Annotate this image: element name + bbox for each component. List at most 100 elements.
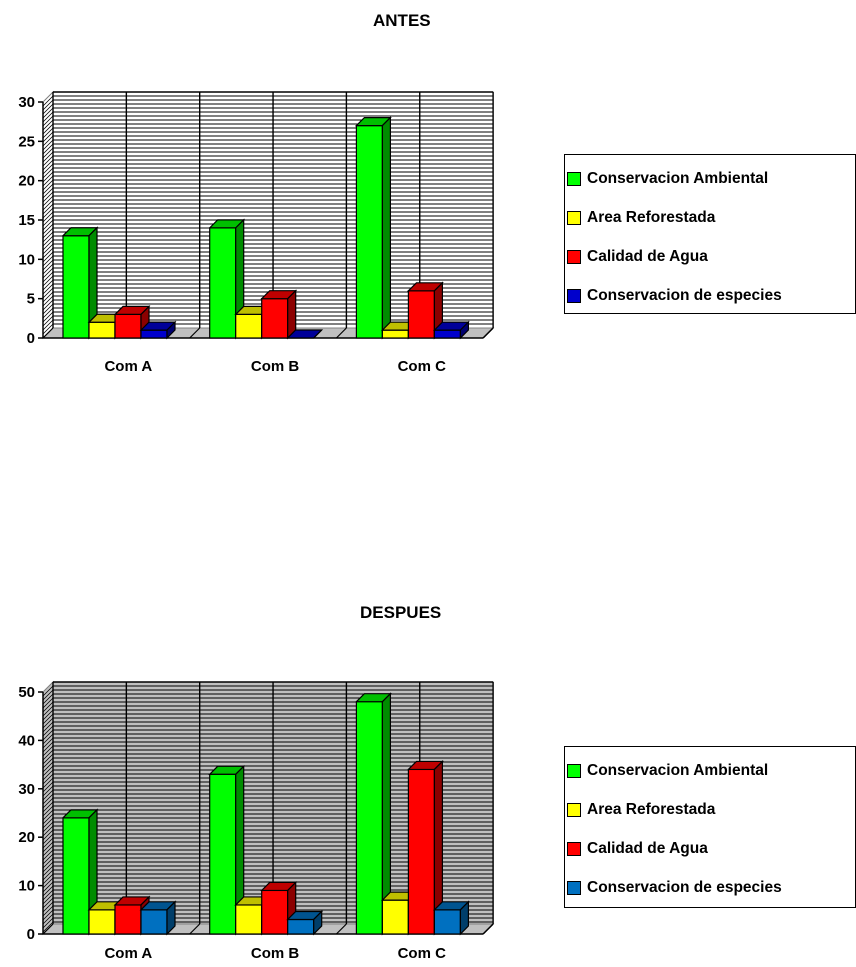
y-tick-label: 20 bbox=[18, 829, 35, 846]
side-stripe bbox=[42, 837, 54, 849]
side-stripe bbox=[42, 131, 54, 143]
side-stripe bbox=[42, 163, 54, 175]
side-stripe bbox=[42, 307, 54, 319]
bar-front bbox=[88, 321, 116, 339]
y-tick-label: 0 bbox=[27, 330, 35, 347]
side-stripe bbox=[42, 95, 54, 107]
y-tick-label: 30 bbox=[18, 94, 35, 111]
legend-despues: Conservacion Ambiental Area Reforestada Ca… bbox=[564, 746, 856, 908]
side-stripe bbox=[42, 171, 54, 183]
side-stripe bbox=[42, 725, 54, 737]
side-stripe bbox=[42, 865, 54, 877]
side-stripe bbox=[42, 183, 54, 195]
side-stripe bbox=[42, 797, 54, 809]
side-stripe bbox=[42, 279, 54, 291]
side-stripe bbox=[42, 223, 54, 235]
bar-front bbox=[433, 329, 461, 339]
side-stripe bbox=[42, 821, 54, 833]
side-stripe bbox=[42, 247, 54, 259]
side-stripe bbox=[42, 753, 54, 765]
side-stripe bbox=[42, 299, 54, 311]
side-stripe bbox=[42, 701, 54, 713]
legend-label: Conservacion Ambiental bbox=[587, 169, 769, 187]
side-stripe bbox=[42, 267, 54, 279]
legend-entry: Area Reforestada bbox=[567, 790, 855, 829]
side-stripe bbox=[42, 849, 54, 861]
side-stripe bbox=[42, 311, 54, 323]
legend-label: Calidad de Agua bbox=[587, 247, 708, 265]
side-stripe bbox=[42, 893, 54, 905]
legend-swatch bbox=[567, 249, 581, 264]
side-stripe bbox=[42, 287, 54, 299]
side-stripe bbox=[42, 323, 54, 335]
side-stripe bbox=[42, 251, 54, 263]
bar-front bbox=[355, 124, 383, 339]
side-stripe bbox=[42, 175, 54, 187]
category-divider bbox=[482, 923, 494, 935]
side-stripe bbox=[42, 781, 54, 793]
category-divider bbox=[189, 923, 201, 935]
bar-front bbox=[114, 313, 142, 339]
side-stripe bbox=[42, 151, 54, 163]
side-stripe bbox=[42, 809, 54, 821]
side-stripe bbox=[42, 845, 54, 857]
category-divider bbox=[482, 327, 494, 339]
side-stripe bbox=[42, 111, 54, 123]
side-stripe bbox=[42, 235, 54, 247]
side-stripe bbox=[42, 139, 54, 151]
side-stripe bbox=[42, 283, 54, 295]
side-stripe bbox=[42, 761, 54, 773]
bar-front bbox=[261, 298, 289, 339]
legend-swatch bbox=[567, 880, 581, 895]
side-stripe bbox=[42, 869, 54, 881]
side-stripe bbox=[42, 243, 54, 255]
side-stripe bbox=[42, 215, 54, 227]
legend-swatch bbox=[567, 288, 581, 303]
x-tick-label: Com C bbox=[398, 358, 447, 375]
side-stripe bbox=[42, 905, 54, 917]
bar-front bbox=[407, 290, 435, 339]
side-stripe bbox=[42, 733, 54, 745]
y-tick-label: 20 bbox=[18, 173, 35, 190]
side-stripe bbox=[42, 805, 54, 817]
side-stripe bbox=[42, 789, 54, 801]
side-stripe bbox=[42, 853, 54, 865]
side-stripe bbox=[42, 741, 54, 753]
bar-front bbox=[355, 701, 383, 935]
bar-front bbox=[62, 235, 90, 339]
side-stripe bbox=[42, 143, 54, 155]
side-stripe bbox=[42, 705, 54, 717]
side-stripe bbox=[42, 857, 54, 869]
side-stripe bbox=[42, 207, 54, 219]
side-stripe bbox=[42, 841, 54, 853]
legend-entry: Conservacion Ambiental bbox=[567, 751, 855, 790]
side-stripe bbox=[42, 159, 54, 171]
bar-front bbox=[88, 909, 116, 935]
side-stripe bbox=[42, 709, 54, 721]
chart-title-despues: DESPUES bbox=[360, 603, 442, 622]
side-stripe bbox=[42, 889, 54, 901]
legend-label: Conservacion de especies bbox=[587, 878, 782, 896]
y-tick-label: 30 bbox=[18, 781, 35, 798]
side-stripe bbox=[42, 179, 54, 191]
side-stripe bbox=[42, 825, 54, 837]
legend-entry: Calidad de Agua bbox=[567, 237, 855, 276]
side-stripe bbox=[42, 777, 54, 789]
side-stripe bbox=[42, 729, 54, 741]
bar bbox=[61, 226, 99, 340]
bar-front bbox=[140, 909, 168, 935]
category-divider bbox=[42, 923, 54, 935]
bar-front bbox=[235, 313, 263, 339]
side-stripe bbox=[42, 319, 54, 331]
side-stripe bbox=[42, 119, 54, 131]
y-tick-label: 5 bbox=[27, 291, 35, 308]
bar-front bbox=[407, 768, 435, 935]
bar-side bbox=[166, 320, 176, 340]
bar-front bbox=[235, 904, 263, 935]
side-stripe bbox=[42, 737, 54, 749]
side-stripe bbox=[42, 721, 54, 733]
side-stripe bbox=[42, 303, 54, 315]
side-stripe bbox=[42, 901, 54, 913]
bar bbox=[354, 116, 392, 340]
bar-chart-antes: 0 5 10 15 20 25 30 Com A Com B Com C bbox=[18, 90, 495, 375]
